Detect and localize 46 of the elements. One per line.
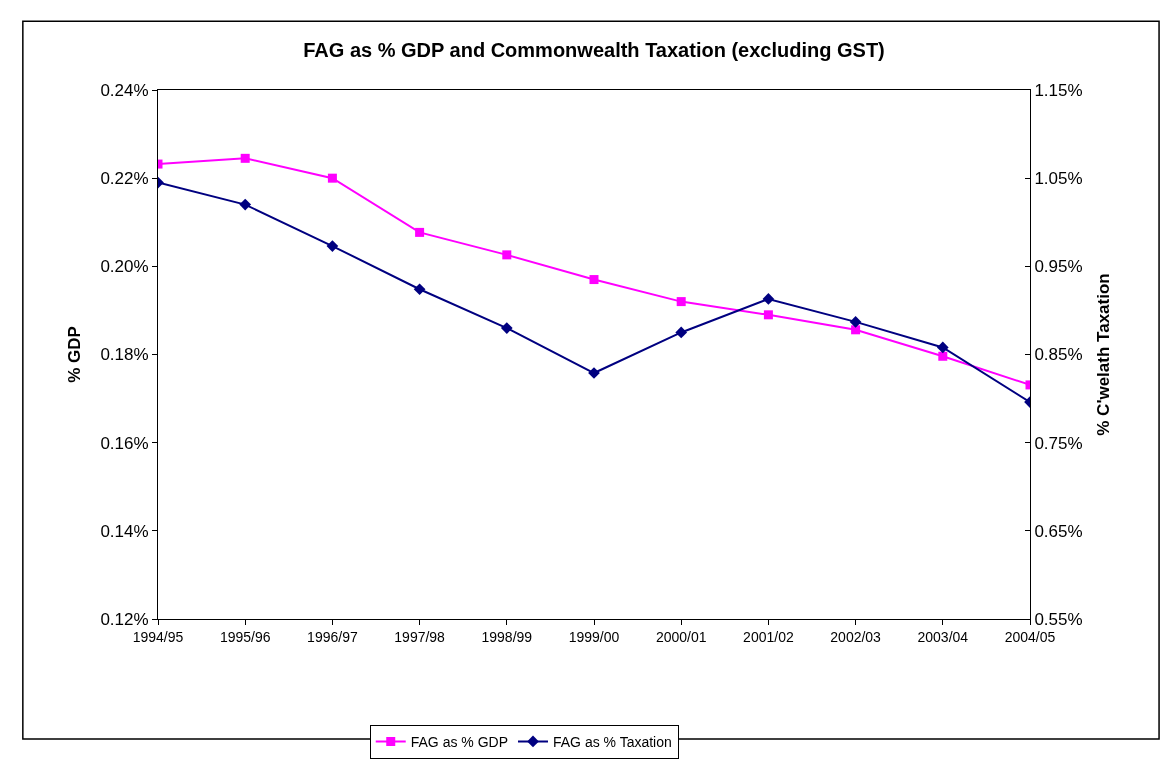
y2-tick-label: 0.75%	[1034, 433, 1083, 453]
point	[763, 310, 773, 320]
point	[500, 322, 513, 334]
x-tick-label: 2001/02	[743, 628, 794, 645]
legend-label: FAG as % GDP	[410, 733, 508, 750]
y2-tick-label: 1.15%	[1034, 80, 1083, 100]
x-tick-label: 1999/00	[568, 628, 620, 645]
x-tick-label: 2004/05	[1004, 628, 1056, 645]
point	[849, 316, 862, 328]
y-tick-label: 0.18%	[100, 345, 149, 365]
point	[327, 173, 337, 183]
y-tick-label: 0.12%	[100, 609, 149, 629]
point	[240, 153, 250, 163]
x-tick-label: 1995/96	[219, 628, 271, 645]
point	[676, 297, 686, 307]
y-tick-label: 0.16%	[100, 433, 149, 453]
x-tick-label: 2003/04	[917, 628, 969, 645]
point	[936, 341, 949, 354]
x-tick-label: 1996/97	[307, 628, 358, 645]
x-tick-label: 2002/03	[830, 628, 882, 645]
y-tick-label: 0.14%	[100, 521, 149, 541]
point	[938, 351, 948, 361]
y-tick-label: 0.22%	[100, 169, 149, 189]
y2-tick-label: 0.95%	[1034, 257, 1083, 277]
point	[239, 198, 252, 211]
legend-label: FAG as % Taxation	[552, 733, 672, 750]
y2-axis-title: % C'welath Taxation	[1094, 273, 1113, 436]
x-tick-label: 2000/01	[655, 628, 707, 645]
y-tick-label: 0.20%	[100, 257, 149, 277]
point	[413, 283, 426, 296]
point	[762, 293, 775, 305]
point	[415, 227, 425, 237]
y2-tick-label: 0.85%	[1034, 345, 1083, 365]
y-tick-label: 0.24%	[100, 80, 149, 100]
point	[502, 250, 512, 260]
x-tick-label: 1997/98	[394, 628, 446, 645]
x-tick-label: 1994/95	[132, 628, 184, 645]
y2-tick-label: 0.55%	[1034, 609, 1083, 629]
y2-tick-label: 0.65%	[1034, 521, 1083, 541]
x-tick-label: 1998/99	[481, 628, 533, 645]
chart-title: FAG as % GDP and Commonwealth Taxation (excluding GST)	[303, 39, 885, 62]
y-axis-title: % GDP	[64, 326, 84, 383]
point	[589, 275, 599, 285]
point	[326, 240, 339, 252]
point	[675, 326, 688, 339]
y2-tick-label: 1.05%	[1034, 169, 1083, 189]
